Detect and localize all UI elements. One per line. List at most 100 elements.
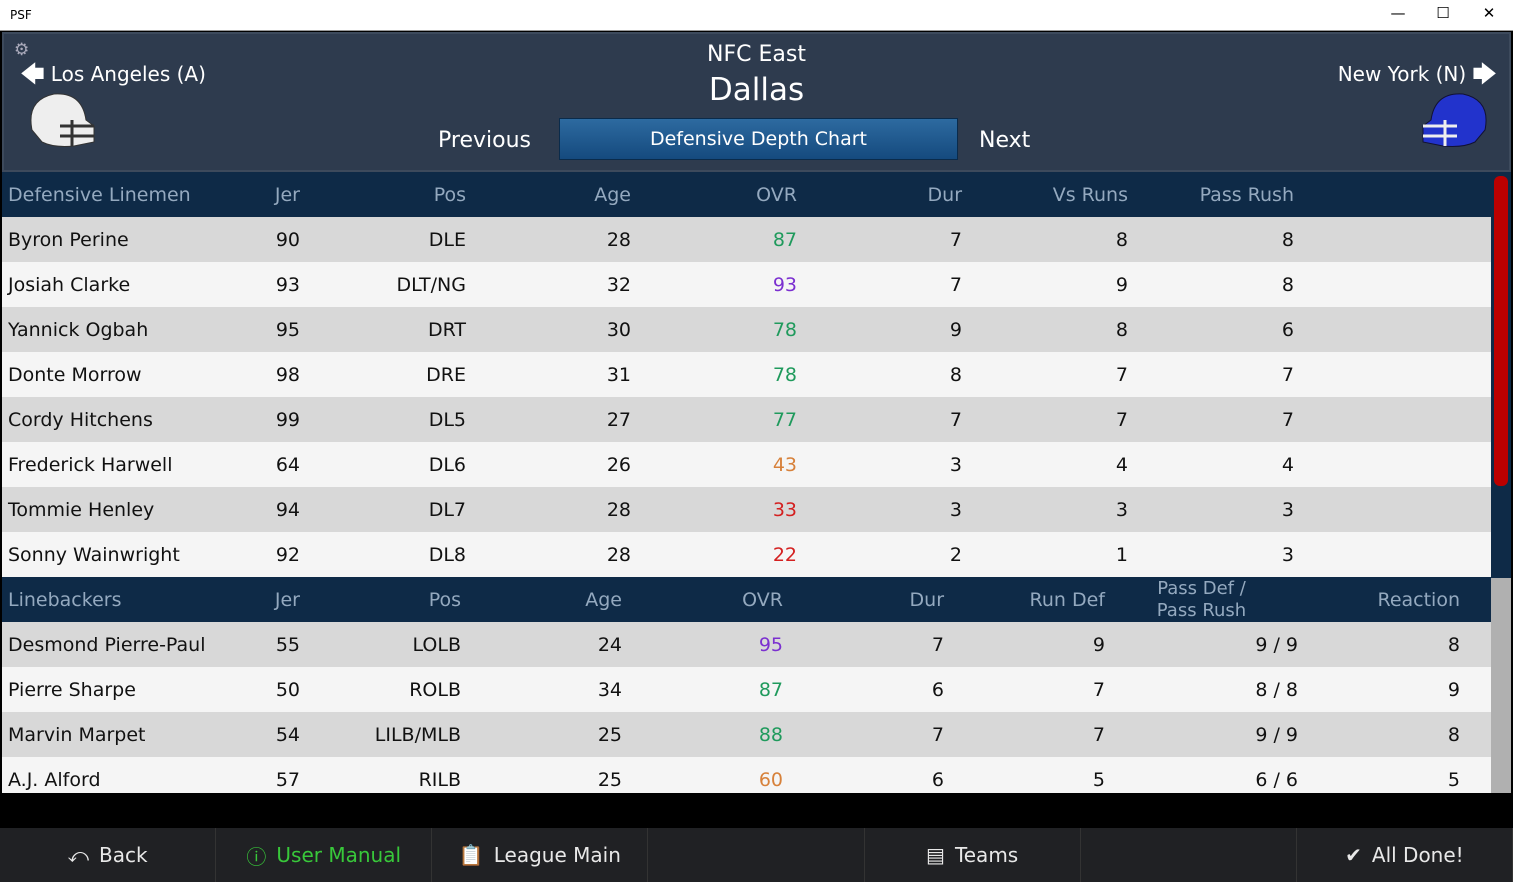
player-row[interactable]: Sonny Wainwright 92 DL8 28 22 2 1 3 bbox=[2, 532, 1491, 577]
player-stat: 93 bbox=[772, 273, 797, 296]
player-name: A.J. Alford bbox=[8, 768, 101, 791]
player-stat: 88 bbox=[758, 723, 783, 746]
player-name: Byron Perine bbox=[8, 228, 129, 251]
player-stat: 93 bbox=[275, 273, 300, 296]
player-stat: 25 bbox=[597, 768, 622, 791]
player-row[interactable]: Marvin Marpet 54 LILB/MLB 25 88 7 7 9 / 9 8 bbox=[2, 712, 1491, 757]
column-header[interactable]: Linebackers bbox=[8, 588, 122, 611]
team-name: Dallas bbox=[708, 72, 805, 108]
player-stat: 2 bbox=[949, 543, 962, 566]
player-stat: 27 bbox=[606, 408, 631, 431]
column-header[interactable]: Run Def bbox=[1029, 588, 1105, 611]
empty-slot bbox=[648, 828, 865, 882]
helmet-icon bbox=[30, 93, 95, 147]
check-icon: ✔ bbox=[1345, 843, 1362, 867]
info-icon: ⓘ bbox=[246, 844, 267, 869]
player-stat: DL6 bbox=[428, 453, 466, 476]
league-main-label: League Main bbox=[493, 843, 621, 867]
player-name: Marvin Marpet bbox=[8, 723, 146, 746]
player-stat: 3 bbox=[949, 453, 962, 476]
column-header[interactable]: OVR bbox=[756, 183, 797, 206]
player-stat: 98 bbox=[275, 363, 300, 386]
header-line: Pass Rush bbox=[1156, 599, 1247, 621]
player-stat: 87 bbox=[758, 678, 783, 701]
player-stat: 8 / 8 bbox=[1255, 678, 1298, 701]
player-row[interactable]: Desmond Pierre-Paul 55 LOLB 24 95 7 9 9 / 9 8 bbox=[2, 622, 1491, 667]
scrollbar[interactable] bbox=[1491, 172, 1511, 793]
player-row[interactable]: Yannick Ogbah 95 DRT 30 78 9 8 6 bbox=[2, 307, 1491, 352]
player-stat: 26 bbox=[606, 453, 631, 476]
lb-header-row: Linebackers Jer Pos Age OVR Dur Run Def Pass De… bbox=[2, 577, 1491, 622]
column-header-pass-def[interactable]: Pass Def / Pass Rush bbox=[1105, 578, 1298, 622]
player-stat: 50 bbox=[275, 678, 300, 701]
column-header[interactable]: OVR bbox=[742, 588, 783, 611]
teams-button[interactable]: ▤ Teams bbox=[865, 828, 1081, 882]
back-button[interactable]: ⤺ Back bbox=[0, 828, 217, 882]
column-header[interactable]: Age bbox=[594, 183, 631, 206]
player-row[interactable]: Tommie Henley 94 DL7 28 33 3 3 3 bbox=[2, 487, 1491, 532]
player-stat: 9 bbox=[1115, 273, 1128, 296]
player-row[interactable]: Josiah Clarke 93 DLT/NG 32 93 7 9 8 bbox=[2, 262, 1491, 307]
player-row[interactable]: A.J. Alford 57 RILB 25 60 6 5 6 / 6 5 bbox=[2, 757, 1491, 793]
scrollbar-thumb[interactable] bbox=[1494, 176, 1508, 486]
close-button[interactable]: ✕ bbox=[1482, 4, 1496, 22]
dl-header-row: Defensive Linemen Jer Pos Age OVR Dur Vs Runs P… bbox=[2, 172, 1491, 217]
player-stat: 92 bbox=[275, 543, 300, 566]
app-title: PSF bbox=[10, 8, 32, 22]
player-stat: 8 bbox=[1447, 633, 1460, 656]
title-bar: PSF — ☐ ✕ bbox=[0, 0, 1513, 31]
column-header[interactable]: Dur bbox=[927, 183, 962, 206]
player-stat: 78 bbox=[772, 363, 797, 386]
player-row[interactable]: Frederick Harwell 64 DL6 26 43 3 4 4 bbox=[2, 442, 1491, 487]
previous-team-name: Los Angeles (A) bbox=[50, 62, 206, 86]
column-header[interactable]: Pos bbox=[433, 183, 466, 206]
column-header[interactable]: Age bbox=[585, 588, 622, 611]
depth-chart-view-button[interactable]: Defensive Depth Chart bbox=[559, 118, 958, 160]
footer-nav: ⤺ Back ⓘ User Manual 📋 League Main ▤ Teams ✔… bbox=[0, 828, 1513, 882]
column-header[interactable]: Jer bbox=[274, 183, 300, 206]
column-header[interactable]: Pass Rush bbox=[1199, 183, 1294, 206]
player-stat: 25 bbox=[597, 723, 622, 746]
player-stat: 57 bbox=[275, 768, 300, 791]
player-row[interactable]: Byron Perine 90 DLE 28 87 7 8 8 bbox=[2, 217, 1491, 262]
player-stat: DL5 bbox=[428, 408, 466, 431]
minimize-button[interactable]: — bbox=[1390, 4, 1406, 22]
column-header[interactable]: Defensive Linemen bbox=[8, 183, 191, 206]
column-header[interactable]: Pos bbox=[428, 588, 461, 611]
column-header[interactable]: Reaction bbox=[1377, 588, 1460, 611]
user-manual-button[interactable]: ⓘ User Manual bbox=[216, 828, 433, 882]
column-header[interactable]: Vs Runs bbox=[1052, 183, 1128, 206]
header-line: Pass Def / bbox=[1157, 577, 1246, 599]
column-header[interactable]: Dur bbox=[909, 588, 944, 611]
player-stat: 87 bbox=[772, 228, 797, 251]
league-main-button[interactable]: 📋 League Main bbox=[432, 828, 649, 882]
column-header[interactable]: Jer bbox=[274, 588, 300, 611]
player-row[interactable]: Pierre Sharpe 50 ROLB 34 87 6 7 8 / 8 9 bbox=[2, 667, 1491, 712]
player-stat: 94 bbox=[275, 498, 300, 521]
previous-button[interactable]: Previous bbox=[438, 128, 531, 153]
next-team-link[interactable]: New York (N) 🡆 bbox=[1338, 62, 1497, 86]
player-stat: 9 bbox=[1447, 678, 1460, 701]
next-button[interactable]: Next bbox=[979, 128, 1031, 153]
depth-chart-table: Defensive Linemen Jer Pos Age OVR Dur Vs Runs P… bbox=[2, 172, 1491, 793]
player-stat: 22 bbox=[772, 543, 797, 566]
player-row[interactable]: Cordy Hitchens 99 DL5 27 77 7 7 7 bbox=[2, 397, 1491, 442]
player-stat: 7 bbox=[1115, 408, 1128, 431]
player-stat: 64 bbox=[275, 453, 300, 476]
all-done-button[interactable]: ✔ All Done! bbox=[1297, 828, 1513, 882]
player-stat: 31 bbox=[606, 363, 631, 386]
player-stat: 7 bbox=[1092, 678, 1105, 701]
player-stat: 7 bbox=[949, 228, 962, 251]
player-stat: 3 bbox=[1281, 543, 1294, 566]
player-row[interactable]: Donte Morrow 98 DRE 31 78 8 7 7 bbox=[2, 352, 1491, 397]
gear-icon[interactable]: ⚙ bbox=[14, 40, 30, 60]
previous-team-link[interactable]: 🡄 Los Angeles (A) bbox=[20, 62, 206, 86]
player-stat: DLT/NG bbox=[396, 273, 466, 296]
player-stat: LILB/MLB bbox=[374, 723, 461, 746]
player-stat: 24 bbox=[597, 633, 622, 656]
player-stat: 8 bbox=[1281, 228, 1294, 251]
player-stat: 28 bbox=[606, 498, 631, 521]
maximize-button[interactable]: ☐ bbox=[1436, 4, 1450, 22]
player-stat: 8 bbox=[1115, 318, 1128, 341]
player-stat: 7 bbox=[1281, 363, 1294, 386]
